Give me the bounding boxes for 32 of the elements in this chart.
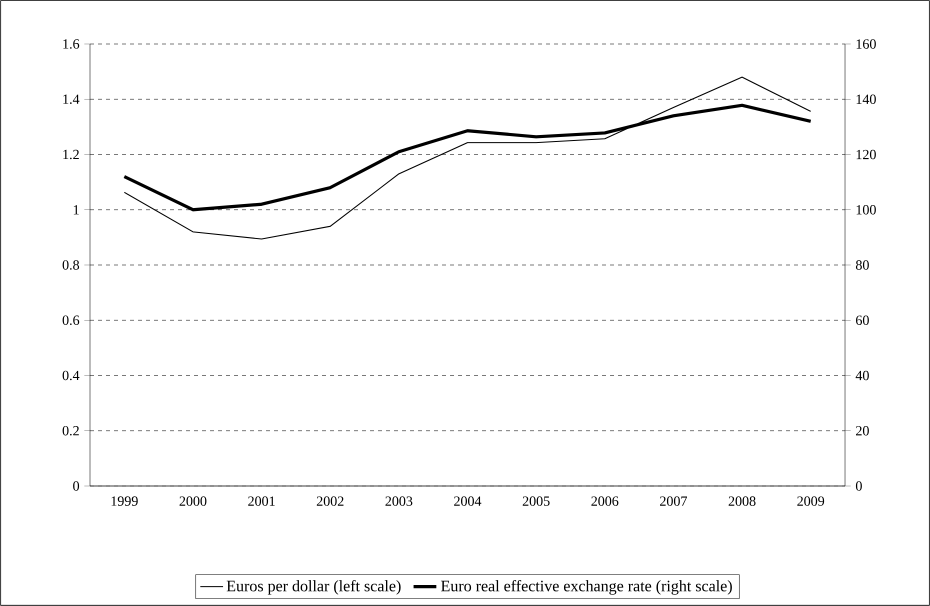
y-tick-label: 1.2 [63, 150, 79, 160]
y-tick-label: 0.8 [62, 260, 80, 270]
x-tick-label: 2007 [660, 496, 688, 506]
y-tick-label: 1.6 [63, 39, 80, 49]
x-tick-label: 2001 [248, 496, 275, 506]
y2-tick-label: 120 [856, 150, 876, 160]
x-tick-label: 2004 [454, 496, 482, 506]
y2-tick-label: 100 [856, 205, 876, 214]
y-tick-label: 1 [74, 205, 79, 214]
legend-label: Euro real effective exchange rate (right scale) [441, 580, 732, 595]
y-tick-label: 0.2 [62, 426, 79, 436]
y2-tick-label: 160 [856, 39, 876, 49]
y-tick-label: 0.4 [62, 370, 80, 380]
y2-tick-label: 80 [856, 260, 869, 270]
x-tick-label: 2003 [385, 496, 412, 506]
y2-tick-label: 20 [856, 426, 869, 436]
x-tick-label: 2006 [591, 496, 618, 506]
y2-tick-label: 40 [856, 370, 869, 380]
y2-tick-label: 140 [856, 94, 876, 104]
y2-tick-label: 0 [856, 481, 862, 491]
x-tick-label: 2005 [522, 496, 550, 506]
y-tick-label: 0.6 [62, 315, 80, 325]
y2-tick-label: 60 [856, 316, 869, 325]
x-tick-label: 2000 [180, 496, 206, 506]
x-tick-label: 1999 [112, 496, 138, 506]
x-tick-label: 2002 [316, 496, 344, 506]
y-tick-label: 0 [73, 481, 80, 491]
legend-label: Euros per dollar (left scale) [226, 580, 401, 595]
y-tick-label: 1.4 [63, 94, 80, 104]
x-tick-label: 2009 [797, 496, 824, 506]
line-series [124, 76, 812, 240]
x-tick-label: 2008 [728, 496, 756, 506]
